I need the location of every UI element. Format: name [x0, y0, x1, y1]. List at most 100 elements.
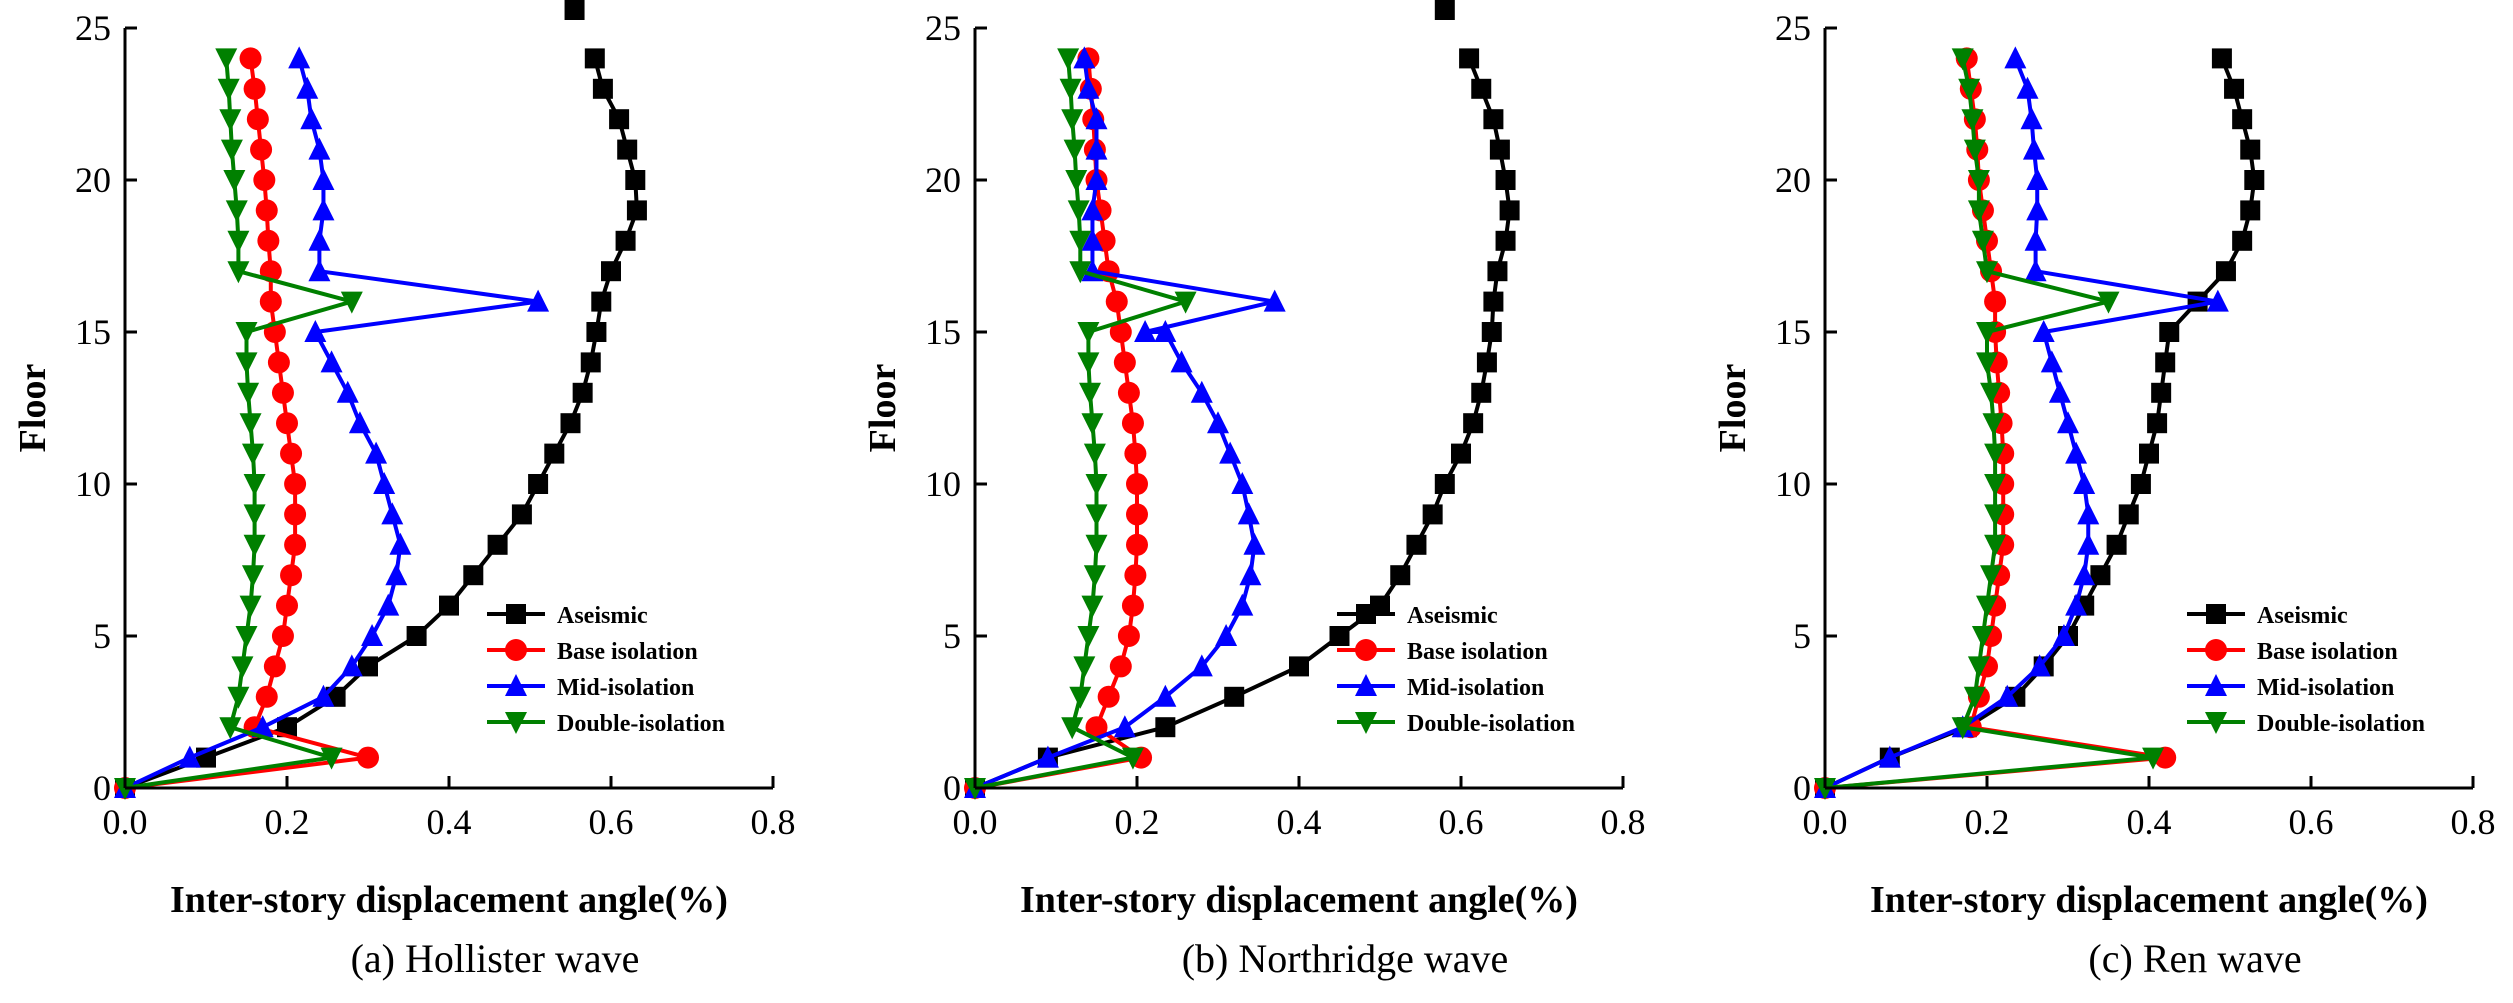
x-tick-label: 0.2 — [265, 802, 310, 842]
y-axis-label: Floor — [862, 364, 904, 453]
data-point — [2022, 137, 2045, 160]
data-point — [1976, 352, 1998, 375]
data-point — [1121, 594, 1144, 617]
legend-marker-2 — [2205, 674, 2227, 696]
data-point — [2090, 565, 2111, 586]
legend-label-0: Aseismic — [1407, 603, 1498, 629]
x-tick-label: 0.4 — [427, 802, 472, 842]
data-point — [544, 443, 565, 464]
data-point — [1057, 48, 1080, 71]
data-point — [1487, 261, 1508, 282]
data-point — [1951, 717, 1974, 740]
data-point — [312, 684, 335, 707]
data-point — [1126, 533, 1148, 556]
data-point — [2077, 532, 2100, 555]
data-point — [1085, 716, 1108, 739]
data-point — [231, 656, 254, 679]
data-point — [1434, 0, 1455, 20]
data-point — [1085, 504, 1108, 527]
data-point — [1081, 198, 1104, 221]
data-point — [1085, 168, 1108, 190]
data-point — [527, 289, 550, 312]
series-line-2 — [124, 57, 541, 790]
data-point — [235, 322, 258, 344]
y-axis-label: Floor — [12, 364, 54, 453]
data-point — [253, 169, 276, 191]
y-tick-label: 25 — [925, 8, 961, 48]
data-point — [276, 594, 298, 617]
data-point — [1085, 474, 1108, 496]
data-point — [1434, 474, 1455, 494]
data-point — [251, 715, 274, 738]
data-point — [280, 442, 303, 465]
data-point — [320, 350, 343, 373]
x-tick-label: 0.2 — [1115, 802, 1160, 842]
data-point — [385, 563, 408, 586]
data-point — [1996, 684, 2019, 707]
data-point — [1036, 745, 1059, 768]
data-point — [2004, 46, 2027, 69]
data-point — [2244, 170, 2265, 190]
data-point — [511, 504, 532, 525]
data-point — [1984, 443, 2007, 466]
data-point — [336, 380, 359, 403]
data-point — [1406, 534, 1427, 555]
data-point — [1237, 502, 1260, 525]
data-point — [1289, 656, 1309, 677]
series-line-1 — [974, 58, 1144, 790]
data-point — [1971, 230, 1994, 253]
data-point — [1105, 290, 1128, 313]
data-point — [2026, 198, 2049, 221]
data-point — [255, 685, 278, 708]
data-point — [284, 473, 307, 495]
data-point — [1967, 200, 1990, 223]
legend-marker-0 — [2206, 604, 2226, 624]
data-point — [246, 108, 269, 131]
x-tick-label: 0.6 — [1439, 802, 1484, 842]
y-tick-label: 5 — [1793, 616, 1811, 656]
data-point — [1081, 595, 1104, 618]
data-point — [227, 686, 250, 709]
data-point — [271, 381, 294, 404]
data-point — [225, 200, 248, 223]
data-point — [592, 78, 613, 99]
data-point — [235, 352, 258, 375]
data-point — [609, 109, 630, 130]
legend-label-1: Base isolation — [557, 639, 698, 665]
data-point — [1495, 230, 1516, 251]
data-point — [239, 595, 262, 618]
data-point — [1976, 322, 1998, 344]
legend-marker-3 — [1355, 712, 1377, 734]
y-tick-label: 10 — [75, 464, 111, 504]
chart-panel-1: 0.0 0.2 0.4 0.6 0.8 0 5 10 15 20 25 Inter-story dis… — [862, 0, 1646, 921]
x-tick-label: 0.4 — [1277, 802, 1322, 842]
data-point — [1219, 441, 1242, 464]
y-tick-label: 15 — [925, 312, 961, 352]
x-tick-label: 0.6 — [589, 802, 634, 842]
data-point — [1124, 564, 1147, 587]
data-point — [1124, 442, 1147, 465]
data-point — [1083, 565, 1106, 588]
data-point — [2024, 228, 2047, 251]
y-tick-label: 15 — [1775, 312, 1811, 352]
legend-marker-1 — [2205, 639, 2227, 661]
data-point — [300, 107, 323, 130]
data-point — [2206, 289, 2229, 312]
data-point — [1059, 78, 1082, 101]
data-point — [2032, 320, 2055, 342]
data-point — [348, 411, 371, 434]
data-point — [1155, 717, 1176, 738]
data-point — [1069, 230, 1092, 253]
data-point — [1224, 686, 1245, 707]
data-point — [1073, 656, 1096, 679]
data-point — [591, 291, 612, 312]
data-point — [617, 139, 638, 160]
data-point — [243, 474, 266, 496]
data-point — [1984, 504, 2007, 527]
legend-marker-2 — [1355, 674, 1377, 696]
data-point — [1207, 411, 1229, 434]
series-line-3 — [974, 58, 1188, 790]
data-point — [1154, 320, 1177, 342]
x-axis-label: Inter-story displacement angle(%) — [170, 879, 728, 921]
data-point — [1984, 474, 2007, 496]
